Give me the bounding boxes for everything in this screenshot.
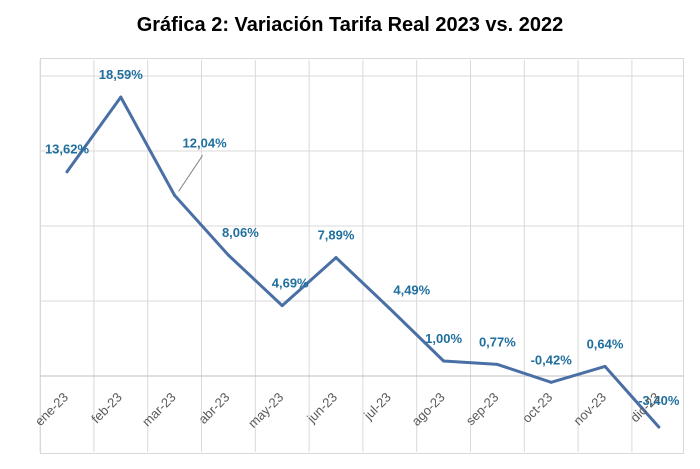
data-point — [119, 95, 123, 99]
data-point — [603, 364, 607, 368]
data-point — [442, 359, 446, 363]
leader-line — [178, 155, 204, 192]
data-point — [173, 193, 177, 197]
chart-title: Gráfica 2: Variación Tarifa Real 2023 vs… — [136, 14, 564, 36]
x-tick-label: ene-23 — [32, 390, 71, 429]
x-tick-label: sep-23 — [463, 390, 502, 429]
series-line — [65, 95, 661, 429]
data-point — [334, 256, 338, 260]
data-label: 4,69% — [272, 276, 309, 291]
data-point — [495, 362, 499, 366]
x-tick-label: nov-23 — [570, 390, 609, 429]
x-tick-label: may-23 — [245, 390, 286, 431]
data-label: 8,06% — [222, 225, 259, 240]
data-point — [280, 304, 284, 308]
data-label: -0,42% — [531, 352, 573, 367]
data-label: 1,00% — [425, 331, 462, 346]
data-point — [657, 425, 661, 429]
data-label: 18,59% — [99, 67, 144, 82]
data-point — [226, 253, 230, 257]
x-tick-label: jul-23 — [360, 390, 394, 424]
data-label: 13,62% — [45, 142, 90, 157]
data-point — [388, 307, 392, 311]
data-label: 12,04% — [183, 135, 228, 150]
data-point — [65, 170, 69, 174]
data-label: 0,64% — [587, 336, 624, 351]
data-label: 0,77% — [479, 334, 516, 349]
data-label: 4,49% — [393, 283, 430, 298]
x-tick-label: ago-23 — [408, 390, 447, 429]
data-label: 7,89% — [318, 228, 355, 243]
x-tick-label: mar-23 — [139, 390, 179, 430]
data-point — [549, 380, 553, 384]
x-tick-label: abr-23 — [195, 390, 232, 427]
data-label: -3,40% — [638, 393, 680, 408]
